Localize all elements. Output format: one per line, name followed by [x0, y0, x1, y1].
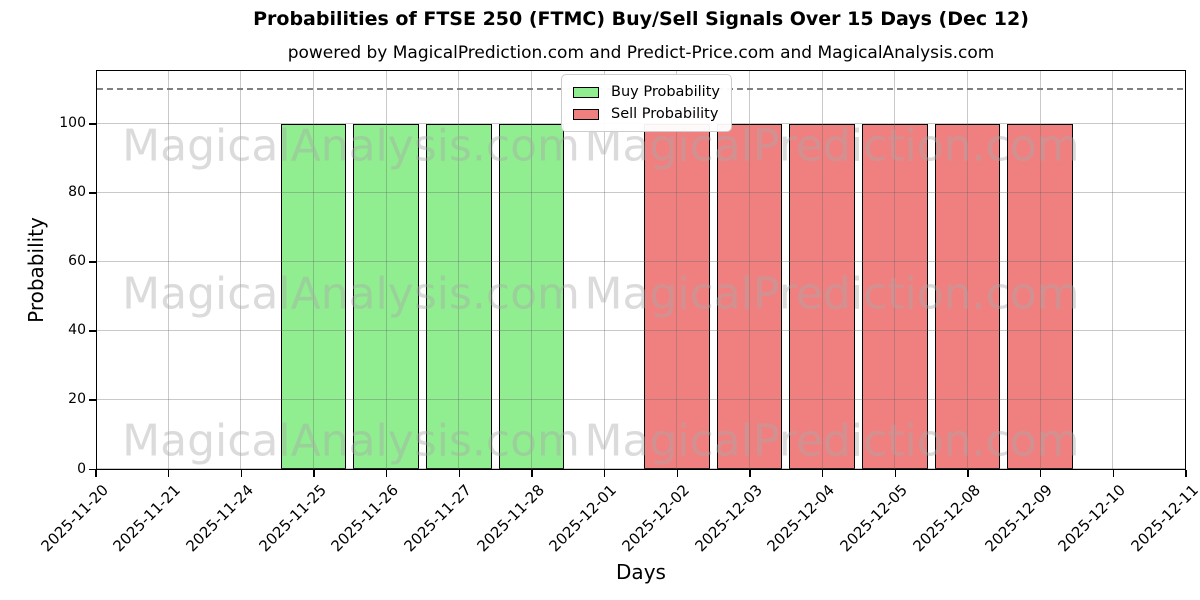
x-tick-label-text: 2025-11-20: [37, 481, 112, 556]
y-axis-label: Probability: [24, 217, 48, 323]
bar-buy: [353, 123, 419, 469]
bar-sell: [789, 123, 855, 469]
grid-line-horizontal: [97, 260, 1185, 262]
bar-sell: [644, 123, 710, 469]
bar-sell: [934, 123, 1001, 469]
y-tick-label: 100: [59, 115, 86, 132]
y-tick-mark: [89, 123, 96, 125]
bar-buy: [426, 123, 492, 469]
y-tick-label: 80: [68, 184, 86, 201]
grid-line-vertical: [1112, 71, 1114, 469]
watermark-text: MagicalAnalysis.com: [122, 268, 580, 320]
y-tick-mark: [89, 399, 96, 401]
x-axis-label: Days: [616, 560, 666, 584]
legend-swatch-buy-icon: [573, 86, 599, 98]
x-tick-mark: [385, 470, 388, 477]
x-tick-mark: [458, 470, 461, 477]
x-tick-label-text: 2025-11-26: [328, 481, 403, 556]
legend-label-sell: Sell Probability: [611, 106, 719, 122]
y-tick-label: 0: [77, 460, 86, 477]
x-tick-mark: [1039, 470, 1042, 477]
x-tick-mark: [967, 470, 969, 477]
x-tick-mark: [1185, 470, 1187, 477]
x-tick-mark: [676, 470, 679, 477]
grid-line-vertical: [385, 71, 387, 469]
x-tick-label-text: 2025-11-28: [473, 481, 548, 556]
grid-line-vertical: [821, 71, 823, 469]
x-tick-label-text: 2025-12-05: [836, 481, 912, 556]
y-tick-label: 20: [68, 391, 86, 408]
bar-sell: [862, 123, 928, 469]
x-tick-mark: [821, 470, 824, 477]
bar-sell: [716, 123, 783, 469]
grid-line-vertical: [676, 71, 678, 469]
x-tick-label-text: 2025-11-25: [255, 481, 330, 556]
legend-swatch-sell-icon: [573, 108, 599, 120]
watermark-text: MagicalPrediction.com: [584, 268, 1080, 320]
x-tick-label-text: 2025-12-08: [909, 481, 984, 556]
watermark-text: MagicalPrediction.com: [584, 415, 1080, 467]
x-tick-label-text: 2025-12-02: [618, 481, 694, 556]
x-tick-mark: [894, 470, 897, 477]
y-tick-mark: [89, 468, 96, 470]
x-tick-mark: [313, 470, 315, 477]
y-tick-mark: [89, 330, 96, 332]
x-tick-label-text: 2025-12-03: [691, 481, 766, 556]
chart-subtitle: powered by MagicalPrediction.com and Pre…: [287, 43, 995, 63]
grid-line-vertical: [240, 71, 242, 469]
x-tick-label-text: 2025-11-27: [400, 481, 476, 556]
legend: Buy Probability Sell Probability: [561, 74, 732, 132]
y-tick-label: 40: [68, 322, 86, 339]
watermark-text: MagicalAnalysis.com: [122, 120, 580, 172]
grid-line-vertical: [458, 71, 460, 469]
grid-line-vertical: [603, 71, 605, 469]
y-tick-label: 60: [68, 253, 86, 270]
x-tick-mark: [531, 470, 533, 477]
x-tick-label-text: 2025-12-01: [546, 481, 621, 556]
grid-line-horizontal: [97, 468, 1185, 469]
x-tick-mark: [95, 470, 97, 477]
plot-area: MagicalAnalysis.com MagicalPrediction.com…: [96, 70, 1186, 470]
x-tick-mark: [749, 470, 751, 477]
chart-title: Probabilities of FTSE 250 (FTMC) Buy/Sel…: [253, 8, 1029, 30]
x-tick-label-text: 2025-11-24: [182, 481, 258, 556]
x-tick-mark: [1112, 470, 1115, 477]
x-tick-label-text: 2025-11-21: [110, 481, 185, 556]
legend-item-sell: Sell Probability: [573, 103, 720, 125]
grid-line-vertical: [531, 71, 532, 469]
x-tick-label-text: 2025-12-09: [982, 481, 1057, 556]
y-tick-mark: [89, 192, 96, 194]
grid-line-vertical: [1039, 71, 1041, 469]
grid-line-vertical: [313, 71, 314, 469]
grid-line-horizontal: [97, 398, 1185, 400]
x-tick-mark: [240, 470, 243, 477]
watermark-text: MagicalAnalysis.com: [122, 415, 580, 467]
grid-line-horizontal: [97, 329, 1185, 331]
grid-line-vertical: [167, 71, 169, 469]
grid-line-vertical: [749, 71, 750, 469]
x-tick-mark: [603, 470, 606, 477]
plot-inner: MagicalAnalysis.com MagicalPrediction.com…: [97, 71, 1185, 469]
x-tick-label-text: 2025-12-11: [1127, 481, 1200, 556]
bar-buy: [498, 123, 565, 469]
x-tick-mark: [167, 470, 170, 477]
bar-buy: [280, 123, 347, 469]
legend-label-buy: Buy Probability: [611, 84, 720, 100]
x-tick-label-text: 2025-12-04: [764, 481, 839, 556]
y-tick-mark: [89, 261, 96, 263]
legend-item-buy: Buy Probability: [573, 81, 720, 103]
x-tick-label-text: 2025-12-10: [1054, 481, 1130, 556]
bar-sell: [1007, 123, 1073, 469]
grid-line-horizontal: [97, 191, 1185, 193]
grid-line-vertical: [967, 71, 968, 469]
grid-line-vertical: [894, 71, 896, 469]
